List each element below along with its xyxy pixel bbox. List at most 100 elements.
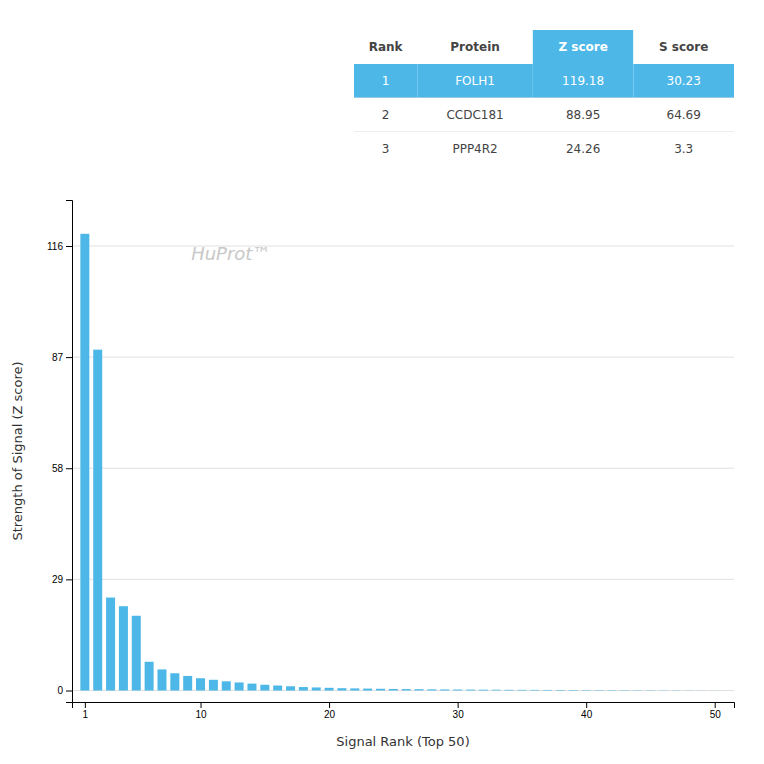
tick: 58 [52,463,72,474]
tick-label: 0 [57,685,63,696]
table-cell [354,98,417,132]
table-cell [354,64,417,98]
table-cell [533,98,634,132]
tick: 29 [52,574,72,585]
table-cell [633,132,734,166]
bar [363,689,372,691]
table-cell [533,64,634,98]
bar [157,669,166,690]
table-cell [633,64,734,98]
bar [543,689,552,691]
grid-line [72,357,734,358]
bar [453,689,462,691]
table-cell [417,98,532,132]
bar [350,688,359,690]
grid-line [72,245,734,246]
axis-line [73,703,735,709]
bar [286,686,295,690]
tick: 10 [195,702,207,720]
bar [247,684,256,691]
table-cell [354,132,417,166]
grid-line [72,579,734,580]
bar [325,688,334,691]
bar [337,688,346,690]
bar [145,662,154,691]
bar [492,689,501,691]
table-header: Rank [369,40,404,54]
table-cell-text: 88.95 [566,108,600,122]
bar [633,690,642,691]
bars [80,234,719,691]
bar [505,689,514,691]
tick-label: 50 [710,709,722,720]
bar [170,673,179,690]
table-cell-text: 24.26 [566,142,600,156]
tick-mark [329,702,330,708]
y-axis: 0 29 58 87 116 [47,201,72,703]
bar [106,598,115,691]
grid [72,246,734,691]
watermark: HuProt™ [191,243,270,264]
tick-label: 58 [52,463,64,474]
table-cell [533,132,634,166]
bar [235,682,244,690]
bar [710,690,719,691]
bar [402,689,411,690]
bar [466,689,475,691]
tick-mark [66,246,72,247]
tick-label: 30 [453,709,465,720]
tick-mark [715,702,716,708]
bar [273,686,282,691]
bar [697,690,706,691]
table-header-cell [417,30,532,64]
bar [569,690,578,691]
table-header: Protein [450,40,500,54]
bar [530,689,539,691]
table-cell [417,64,532,98]
bar [183,676,192,691]
bar [620,690,629,691]
bar [659,690,668,691]
tick-mark [66,468,72,469]
bar [427,689,436,690]
bar [93,350,102,691]
tick-mark [85,702,86,708]
table-header-cell [354,30,417,64]
y-axis-title: Strength of Signal (Z score) [10,361,25,540]
grid-line [72,468,734,469]
table-header-cell [633,30,734,64]
tick-mark [458,702,459,708]
tick-label: 10 [195,709,207,720]
tick: 20 [324,702,336,720]
bar [556,689,565,691]
table-cell [633,98,734,132]
bar [646,690,655,691]
bar [607,690,616,691]
axis-line [66,201,73,703]
bar [80,234,89,691]
bar [260,685,269,691]
table-header: Z score [558,40,607,54]
table-header-cell [533,30,634,64]
table-cell-text: CCDC181 [446,108,503,122]
table-cell-text: 3 [382,142,390,156]
tick-label: 116 [47,241,63,252]
bar [517,689,526,691]
bar [119,606,128,690]
tick-mark [201,702,202,708]
tick: 87 [52,352,72,363]
tick: 30 [453,702,465,720]
bar [479,689,488,691]
bar [582,690,591,691]
table-cell [417,132,532,166]
tick-label: 1 [83,709,89,720]
bar [440,689,449,690]
tick-label: 40 [581,709,593,720]
bar [376,689,385,691]
tick: 1 [83,702,89,720]
tick: 116 [47,241,72,252]
bar [595,690,604,691]
tick-mark [66,579,72,580]
tick-mark [586,702,587,708]
table-cell-text: 2 [382,108,390,122]
